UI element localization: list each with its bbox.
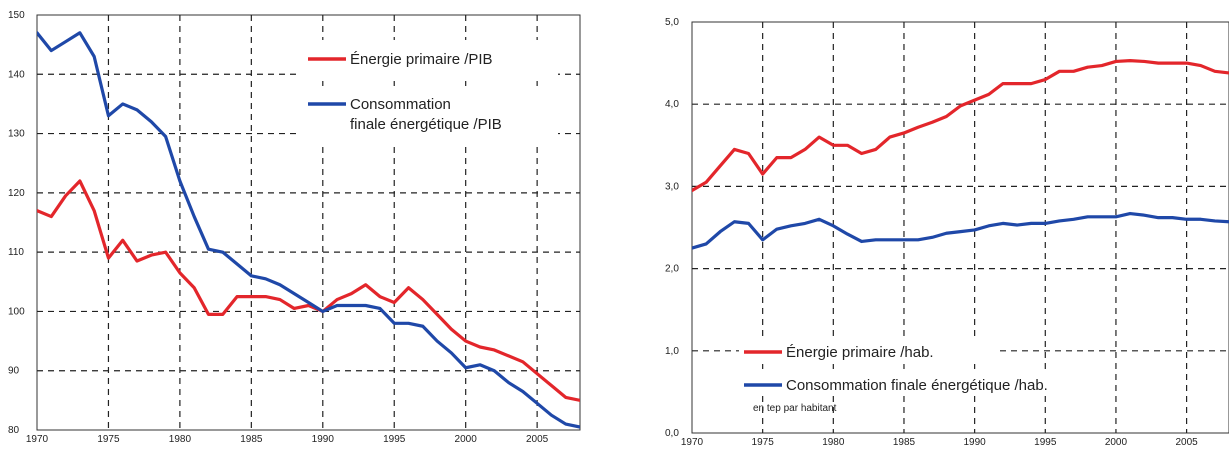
x-tick-label: 1995 (383, 434, 406, 445)
y-tick-label: 100 (8, 306, 25, 317)
y-tick-label: 5,0 (665, 17, 679, 28)
legend-bg (739, 340, 999, 364)
y-tick-label: 150 (8, 10, 25, 21)
plot-frame (691, 21, 1229, 434)
x-tick-label: 2000 (1105, 437, 1128, 448)
x-tick-label: 1980 (169, 434, 192, 445)
y-tick-label: 1,0 (665, 346, 679, 357)
x-tick-label: 1975 (752, 437, 775, 448)
series-line-primary (692, 59, 1229, 193)
y-tick-label: 2,0 (665, 264, 679, 275)
x-tick-label: 2000 (455, 434, 478, 445)
unit-note: en tep par habitant (753, 403, 837, 414)
legend-label: Consommation finale énergétique /PIB (350, 96, 502, 133)
y-tick-label: 140 (8, 69, 25, 80)
x-tick-label: 1995 (1034, 437, 1057, 448)
series-line-final (692, 211, 1229, 250)
y-tick-label: 80 (8, 425, 20, 436)
y-tick-label: 110 (8, 247, 24, 258)
chart-energy-intensity-pib: 80 90 100 110 120 130 140 150 1970 1975 1980 1985 19… (8, 10, 581, 445)
x-tick-label: 1975 (97, 434, 120, 445)
y-tick-label: 130 (8, 129, 25, 140)
x-tick-label: 1985 (240, 434, 263, 445)
x-tick-label: 2005 (1175, 437, 1198, 448)
chart-energy-per-capita: 0,0 1,0 2,0 3,0 4,0 5,0 1970 1975 1980 1985 1990 19… (665, 17, 1229, 448)
x-tick-label: 1985 (893, 437, 916, 448)
legend-bg (739, 372, 1109, 396)
x-tick-label: 1990 (964, 437, 987, 448)
legend-label: Énergie primaire /hab. (786, 344, 934, 361)
legend-label: Consommation finale énergétique /hab. (786, 377, 1048, 394)
y-tick-label: 3,0 (665, 181, 679, 192)
legend-label: Énergie primaire /PIB (350, 51, 493, 68)
x-tick-label: 2005 (526, 434, 549, 445)
y-tick-label: 90 (8, 366, 20, 377)
y-tick-label: 120 (8, 188, 25, 199)
series-line-final (37, 31, 580, 429)
y-tick-label: 0,0 (665, 428, 679, 439)
series-line-primary (37, 179, 580, 402)
x-tick-label: 1980 (822, 437, 845, 448)
legend-bg (300, 86, 558, 144)
y-tick-label: 4,0 (665, 99, 679, 110)
x-tick-label: 1990 (312, 434, 335, 445)
x-tick-label: 1970 (26, 434, 49, 445)
x-tick-label: 1970 (681, 437, 704, 448)
plot-frame (36, 14, 581, 431)
